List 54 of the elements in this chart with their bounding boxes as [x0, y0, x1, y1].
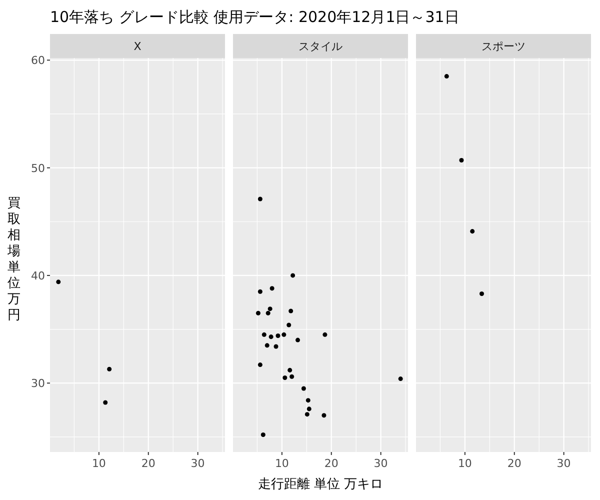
point: [322, 413, 326, 418]
y-axis-title: 買取相場単位万円: [6, 196, 20, 323]
point: [260, 432, 266, 438]
point: [286, 322, 292, 328]
point: [322, 332, 328, 337]
point: [398, 376, 403, 382]
point: [262, 332, 266, 337]
chart-subtitle: スタイル: [298, 40, 342, 53]
point: [288, 368, 292, 372]
x-tick-label: 30: [190, 457, 205, 470]
point: [264, 343, 270, 348]
point: [266, 310, 270, 316]
point: [256, 310, 260, 316]
point: [282, 375, 288, 380]
x-tick-label: 10: [274, 457, 289, 470]
x-tick-label: 20: [507, 457, 522, 470]
point: [276, 333, 280, 338]
point: [258, 289, 262, 294]
point: [274, 344, 278, 349]
x-tick-label: 20: [324, 457, 338, 470]
point: [268, 334, 274, 340]
point: [282, 332, 286, 337]
x-tick-label: 20: [141, 457, 156, 470]
y-tick-label: 40: [31, 269, 45, 282]
y-tick-label: 60: [31, 54, 45, 68]
point: [290, 273, 296, 278]
point: [107, 366, 112, 372]
point: [258, 362, 262, 368]
point: [301, 386, 306, 391]
point: [268, 306, 272, 312]
y-tick-label: 30: [31, 377, 45, 390]
point: [444, 74, 449, 79]
point: [56, 280, 61, 284]
x-tick-label: 10: [458, 457, 472, 470]
point: [258, 196, 262, 202]
x-tick-label: 30: [556, 457, 571, 470]
point: [306, 398, 310, 403]
point: [304, 412, 310, 417]
point: [306, 406, 312, 412]
x-tick-label: 30: [374, 457, 388, 470]
x-tick-label: 10: [92, 457, 106, 470]
point: [479, 292, 484, 296]
chart-subtitle: X: [134, 40, 142, 53]
point: [470, 229, 475, 234]
point: [288, 308, 294, 314]
x-axis-title: 走行距離 単位 万キロ: [258, 477, 384, 492]
point: [103, 400, 108, 405]
y-tick-label: 50: [31, 162, 45, 175]
chart-title: 10年落ち グレード比較 使用データ: 2020年12月1日～31日: [50, 8, 460, 26]
point: [296, 338, 300, 342]
point: [270, 286, 274, 291]
chart-subtitle: スポーツ: [482, 40, 526, 53]
point: [290, 374, 294, 379]
point: [459, 158, 464, 163]
